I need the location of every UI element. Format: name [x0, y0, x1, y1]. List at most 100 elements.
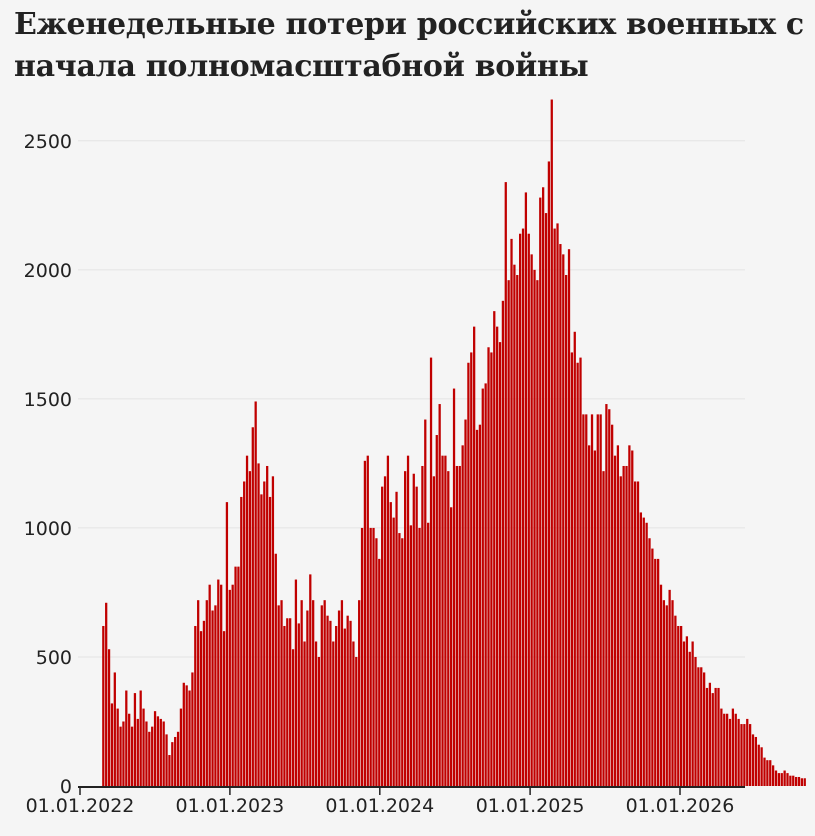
bar — [777, 773, 781, 786]
bar — [401, 538, 404, 786]
bar — [794, 776, 798, 786]
bar — [294, 579, 298, 786]
bar — [257, 463, 260, 786]
bar — [248, 471, 252, 786]
bar — [748, 724, 752, 786]
bar — [105, 602, 108, 786]
bar — [349, 620, 352, 786]
bar — [429, 357, 433, 786]
bar — [792, 775, 795, 786]
bar — [544, 213, 548, 786]
bar — [291, 649, 295, 786]
bar — [593, 450, 597, 786]
bar — [214, 605, 217, 786]
bar — [174, 736, 177, 786]
bar — [470, 352, 473, 786]
bar — [634, 481, 637, 786]
x-tick-label: 01.01.2025 — [476, 795, 585, 817]
bar — [688, 651, 691, 786]
bar — [533, 269, 536, 787]
bar — [516, 275, 519, 786]
y-tick-label: 500 — [36, 647, 72, 669]
bar — [260, 494, 263, 786]
bar — [415, 486, 418, 786]
bar — [225, 502, 229, 786]
bar — [343, 628, 346, 786]
bar — [504, 182, 507, 787]
bar — [194, 625, 197, 786]
bar — [780, 773, 783, 786]
bar — [490, 352, 493, 786]
bar — [682, 641, 686, 786]
bar — [366, 455, 369, 786]
bar — [737, 718, 740, 786]
bar — [496, 326, 499, 786]
bar — [156, 716, 160, 786]
bar — [513, 264, 516, 786]
bar — [700, 667, 703, 786]
bar — [197, 600, 200, 786]
bar — [475, 429, 479, 786]
bar — [107, 649, 111, 786]
bar — [746, 718, 749, 786]
bar — [355, 656, 358, 786]
bar — [521, 228, 525, 787]
bar — [421, 465, 424, 786]
bar — [556, 223, 559, 786]
bar — [231, 584, 234, 786]
bar — [751, 734, 755, 786]
bar — [728, 718, 732, 786]
bar — [179, 708, 183, 786]
bar — [217, 579, 220, 786]
bar — [501, 300, 505, 786]
bar — [631, 450, 634, 786]
bar — [588, 445, 591, 786]
y-tick-label: 1500 — [24, 389, 72, 411]
bar — [297, 623, 300, 786]
bar — [389, 502, 392, 786]
bar — [306, 610, 309, 786]
y-tick-label: 2500 — [24, 131, 72, 153]
bar — [326, 615, 329, 786]
bar — [639, 512, 643, 786]
bar — [705, 687, 709, 786]
bar — [766, 760, 769, 786]
bar — [590, 414, 594, 786]
bar — [467, 362, 470, 786]
bar — [102, 625, 105, 786]
bar — [159, 718, 162, 786]
chart-title: Еженедельные потери российских военных с… — [14, 7, 804, 84]
bar — [717, 687, 720, 786]
bar — [277, 605, 280, 786]
bar — [427, 522, 430, 786]
bar — [234, 566, 237, 786]
bar — [760, 747, 763, 786]
bar — [628, 445, 631, 786]
bar — [789, 775, 792, 786]
bar — [168, 755, 171, 786]
bar — [332, 641, 335, 786]
bar — [372, 527, 375, 786]
bar — [303, 641, 306, 786]
bar — [786, 773, 789, 786]
bar — [691, 641, 694, 786]
bar — [616, 445, 620, 786]
bar — [271, 476, 275, 786]
bar — [484, 383, 487, 786]
bar — [539, 197, 542, 786]
bar — [800, 778, 804, 786]
bar — [648, 538, 651, 786]
bar — [110, 703, 114, 786]
bar — [280, 600, 283, 786]
bar — [268, 496, 272, 786]
bar — [605, 404, 608, 786]
bar — [743, 724, 746, 786]
bar — [703, 672, 706, 786]
bar — [128, 713, 131, 786]
bar — [176, 731, 180, 786]
bar — [487, 347, 490, 786]
bar — [309, 574, 312, 786]
bar — [510, 238, 513, 786]
bar — [797, 776, 801, 786]
bar — [576, 362, 579, 786]
